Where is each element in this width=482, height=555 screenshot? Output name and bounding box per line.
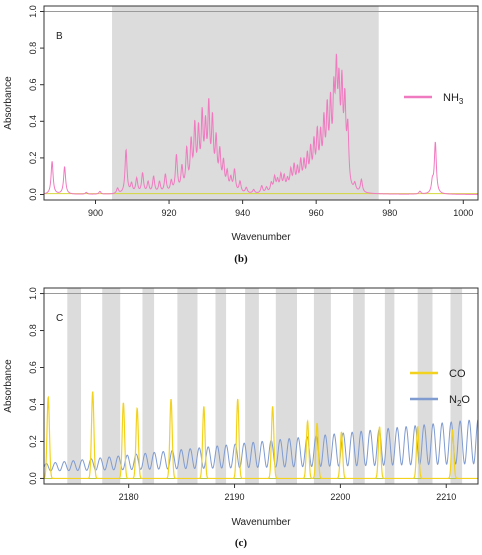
- y-tick-label: 0.6: [28, 361, 38, 374]
- shaded-region: [384, 288, 395, 484]
- panel-b-x-axis-label: Wavenumber: [231, 232, 291, 243]
- panel-c-shaded-regions: [67, 288, 463, 484]
- x-tick-label: 2190: [225, 492, 245, 502]
- shaded-region: [177, 288, 198, 484]
- panel-b-legend: NH3: [404, 92, 464, 106]
- panel-b-chart: 900 920 940 960 980 1000 0.0 0.2 0.4 0.6 0.8 1.0 B…: [3, 5, 479, 243]
- y-tick-label: 0.0: [28, 188, 38, 201]
- y-tick-label: 0.8: [28, 324, 38, 337]
- x-tick-label: 1000: [453, 208, 473, 218]
- panel-b-label: B: [56, 31, 63, 42]
- panel-b-series: [43, 53, 478, 195]
- y-tick-label: 0.4: [28, 398, 38, 411]
- legend-label-n2o: N2O: [449, 394, 470, 408]
- panel-c-y-axis-label: Absorbance: [3, 359, 14, 413]
- panel-b-caption: (b): [234, 253, 248, 265]
- legend-label-co: CO: [449, 368, 466, 380]
- shaded-region: [417, 288, 433, 484]
- x-tick-label: 980: [382, 208, 397, 218]
- x-tick-label: 2210: [436, 492, 456, 502]
- y-tick-label: 0.6: [28, 78, 38, 91]
- panel-b-y-axis: 0.0 0.2 0.4 0.6 0.8 1.0: [28, 5, 44, 201]
- x-tick-label: 960: [309, 208, 324, 218]
- panel-c-series: [43, 391, 479, 480]
- panel-c-caption: (c): [235, 537, 248, 549]
- panel-c-label: C: [56, 313, 63, 324]
- panel-b-shaded-regions: [112, 6, 379, 200]
- panel-c-legend: CO N2O: [410, 368, 470, 408]
- y-tick-label: 0.2: [28, 435, 38, 448]
- series-line-n2o: [43, 419, 479, 472]
- shaded-region: [353, 288, 365, 484]
- shaded-region: [275, 288, 297, 484]
- y-tick-label: 0.4: [28, 115, 38, 128]
- shaded-region: [450, 288, 463, 484]
- x-tick-label: 920: [162, 208, 177, 218]
- series-line-co: [43, 391, 478, 480]
- y-tick-label: 0.8: [28, 42, 38, 55]
- shaded-region: [67, 288, 82, 484]
- panel-b-x-axis: 900 920 940 960 980 1000: [88, 200, 473, 218]
- x-tick-label: 900: [88, 208, 103, 218]
- panel-c-y-axis: 0.0 0.2 0.4 0.6 0.8 1.0: [28, 287, 44, 485]
- panel-b-plot-frame: [43, 5, 479, 201]
- shaded-region: [245, 288, 259, 484]
- x-tick-label: 2200: [330, 492, 350, 502]
- shaded-region: [142, 288, 155, 484]
- shaded-region: [102, 288, 121, 484]
- series-line-nh3: [43, 53, 478, 195]
- y-tick-label: 1.0: [28, 5, 38, 18]
- panel-c-plot-frame: [43, 287, 479, 485]
- panel-c-chart: 2180 2190 2200 2210 0.0 0.2 0.4 0.6 0.8 1.0 C Wa…: [3, 287, 479, 528]
- x-tick-label: 940: [235, 208, 250, 218]
- panel-c-x-axis-label: Wavenumber: [231, 517, 291, 528]
- panel-c-x-axis: 2180 2190 2200 2210: [119, 484, 456, 502]
- shaded-region: [215, 288, 227, 484]
- y-tick-label: 0.2: [28, 152, 38, 165]
- shaded-region: [112, 6, 379, 200]
- legend-label-nh3: NH3: [443, 92, 464, 106]
- panel-b-y-axis-label: Absorbance: [3, 76, 14, 130]
- y-tick-label: 1.0: [28, 287, 38, 300]
- y-tick-label: 0.0: [28, 472, 38, 485]
- x-tick-label: 2180: [119, 492, 139, 502]
